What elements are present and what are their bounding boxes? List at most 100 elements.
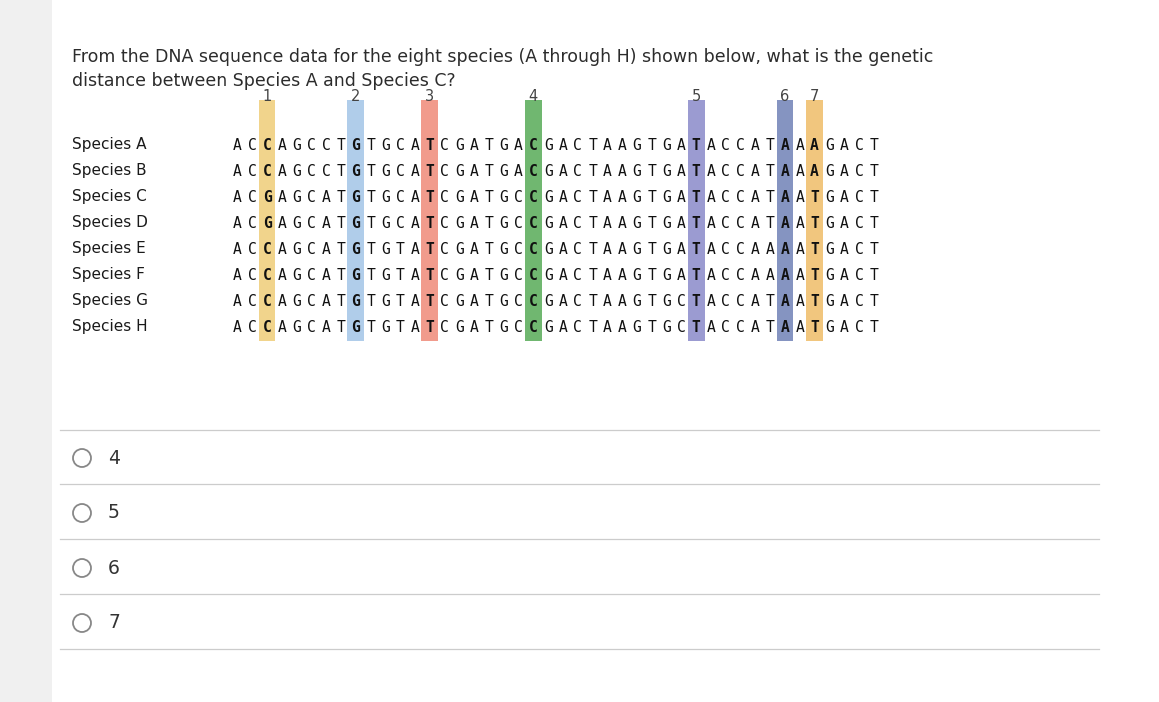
Text: G: G: [455, 319, 464, 334]
Text: A: A: [410, 190, 420, 204]
Text: 5: 5: [692, 89, 701, 104]
Text: G: G: [292, 267, 301, 282]
Text: G: G: [292, 190, 301, 204]
Text: T: T: [810, 293, 819, 308]
Text: A: A: [781, 241, 789, 256]
Text: C: C: [677, 319, 686, 334]
Text: C: C: [440, 216, 449, 230]
Text: A: A: [795, 319, 804, 334]
Text: A: A: [233, 267, 242, 282]
Text: T: T: [810, 241, 819, 256]
Text: G: G: [825, 138, 833, 152]
Text: T: T: [810, 267, 819, 282]
Text: G: G: [633, 164, 641, 178]
Bar: [422, 100, 438, 341]
Text: G: G: [500, 216, 508, 230]
Text: A: A: [751, 319, 760, 334]
Text: G: G: [544, 190, 553, 204]
Text: T: T: [869, 293, 879, 308]
Text: From the DNA sequence data for the eight species (A through H) shown below, what: From the DNA sequence data for the eight…: [72, 48, 933, 66]
Text: A: A: [707, 241, 715, 256]
Text: T: T: [425, 267, 435, 282]
Text: T: T: [766, 164, 774, 178]
Text: C: C: [854, 293, 863, 308]
Text: T: T: [484, 190, 494, 204]
Text: G: G: [455, 190, 464, 204]
Text: T: T: [692, 190, 700, 204]
Text: C: C: [529, 319, 538, 334]
Text: A: A: [469, 319, 479, 334]
Text: G: G: [455, 293, 464, 308]
Text: A: A: [781, 164, 789, 178]
Text: C: C: [396, 190, 404, 204]
Text: A: A: [751, 267, 760, 282]
Text: T: T: [810, 319, 819, 334]
Text: A: A: [277, 241, 286, 256]
Text: A: A: [677, 267, 686, 282]
Text: G: G: [633, 216, 641, 230]
Text: A: A: [618, 267, 627, 282]
Text: C: C: [440, 319, 449, 334]
Text: G: G: [263, 216, 271, 230]
Text: A: A: [751, 241, 760, 256]
Text: G: G: [662, 138, 671, 152]
Text: A: A: [469, 164, 479, 178]
Text: A: A: [233, 319, 242, 334]
Text: T: T: [366, 216, 376, 230]
Text: C: C: [515, 267, 523, 282]
Text: Species D: Species D: [72, 216, 148, 230]
Text: T: T: [869, 319, 879, 334]
Text: A: A: [751, 138, 760, 152]
Text: C: C: [677, 293, 686, 308]
Text: C: C: [736, 293, 745, 308]
Text: T: T: [810, 216, 819, 230]
Text: A: A: [603, 190, 612, 204]
Text: G: G: [351, 138, 360, 152]
Text: Species C: Species C: [72, 190, 147, 204]
Text: C: C: [307, 190, 315, 204]
Text: C: C: [736, 164, 745, 178]
Text: T: T: [336, 319, 345, 334]
Text: G: G: [381, 164, 389, 178]
Text: A: A: [515, 164, 523, 178]
Text: C: C: [307, 293, 315, 308]
Text: A: A: [707, 319, 715, 334]
Text: T: T: [589, 190, 597, 204]
Text: C: C: [440, 267, 449, 282]
Text: A: A: [469, 241, 479, 256]
Text: A: A: [559, 190, 568, 204]
Text: T: T: [766, 190, 774, 204]
Text: C: C: [529, 293, 538, 308]
Text: 5: 5: [108, 503, 119, 522]
Text: C: C: [248, 241, 256, 256]
Text: T: T: [589, 241, 597, 256]
Text: T: T: [396, 267, 404, 282]
Text: A: A: [410, 138, 420, 152]
Text: T: T: [692, 241, 700, 256]
Text: A: A: [515, 138, 523, 152]
Text: G: G: [455, 241, 464, 256]
Text: A: A: [766, 267, 774, 282]
Text: A: A: [795, 138, 804, 152]
Text: G: G: [500, 164, 508, 178]
Text: C: C: [529, 164, 538, 178]
Text: A: A: [840, 267, 848, 282]
Text: T: T: [692, 164, 700, 178]
Text: G: G: [825, 164, 833, 178]
Text: T: T: [692, 267, 700, 282]
Text: C: C: [307, 267, 315, 282]
Text: A: A: [840, 293, 848, 308]
Text: Species A: Species A: [72, 138, 146, 152]
Text: G: G: [544, 319, 553, 334]
Text: G: G: [351, 293, 360, 308]
Text: C: C: [574, 164, 582, 178]
Text: C: C: [322, 164, 330, 178]
Text: T: T: [484, 216, 494, 230]
Text: T: T: [366, 164, 376, 178]
Text: G: G: [633, 241, 641, 256]
Text: T: T: [869, 138, 879, 152]
Text: C: C: [529, 267, 538, 282]
Text: T: T: [766, 216, 774, 230]
Text: C: C: [574, 293, 582, 308]
Text: A: A: [322, 319, 330, 334]
